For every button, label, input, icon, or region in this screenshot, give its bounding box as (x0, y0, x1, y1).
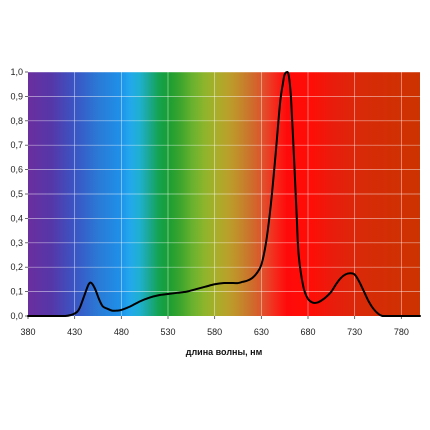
y-tick-label: 0,8 (10, 116, 23, 126)
y-tick-label: 0,4 (10, 213, 23, 223)
x-tick-label: 780 (394, 327, 409, 337)
y-tick-label: 0,5 (10, 189, 23, 199)
x-tick-label: 480 (114, 327, 129, 337)
gridlines (28, 71, 420, 316)
y-tick-label: 1,0 (10, 67, 23, 77)
x-axis-title: длина волны, нм (186, 347, 263, 357)
y-tick-label: 0,2 (10, 262, 23, 272)
y-tick-label: 0,9 (10, 91, 23, 101)
y-tick-label: 0,1 (10, 287, 23, 297)
x-tick-label: 530 (160, 327, 175, 337)
tick-labels: 380 430 480 530 580 630 680 730 780 0,0 0,1 0,2 0,3 0… (10, 67, 408, 337)
x-tick-label: 730 (347, 327, 362, 337)
x-tick-label: 430 (67, 327, 82, 337)
y-tick-label: 0,7 (10, 140, 23, 150)
x-tick-label: 380 (20, 327, 35, 337)
series-layer (27, 71, 421, 318)
x-tick-label: 680 (300, 327, 315, 337)
y-tick-label: 0,6 (10, 165, 23, 175)
y-tick-label: 0,3 (10, 238, 23, 248)
x-tick-label: 580 (207, 327, 222, 337)
x-tick-label: 630 (254, 327, 269, 337)
spectrum-series-line (27, 71, 421, 318)
y-tick-label: 0,0 (10, 311, 23, 321)
axis-ticks (25, 71, 402, 319)
